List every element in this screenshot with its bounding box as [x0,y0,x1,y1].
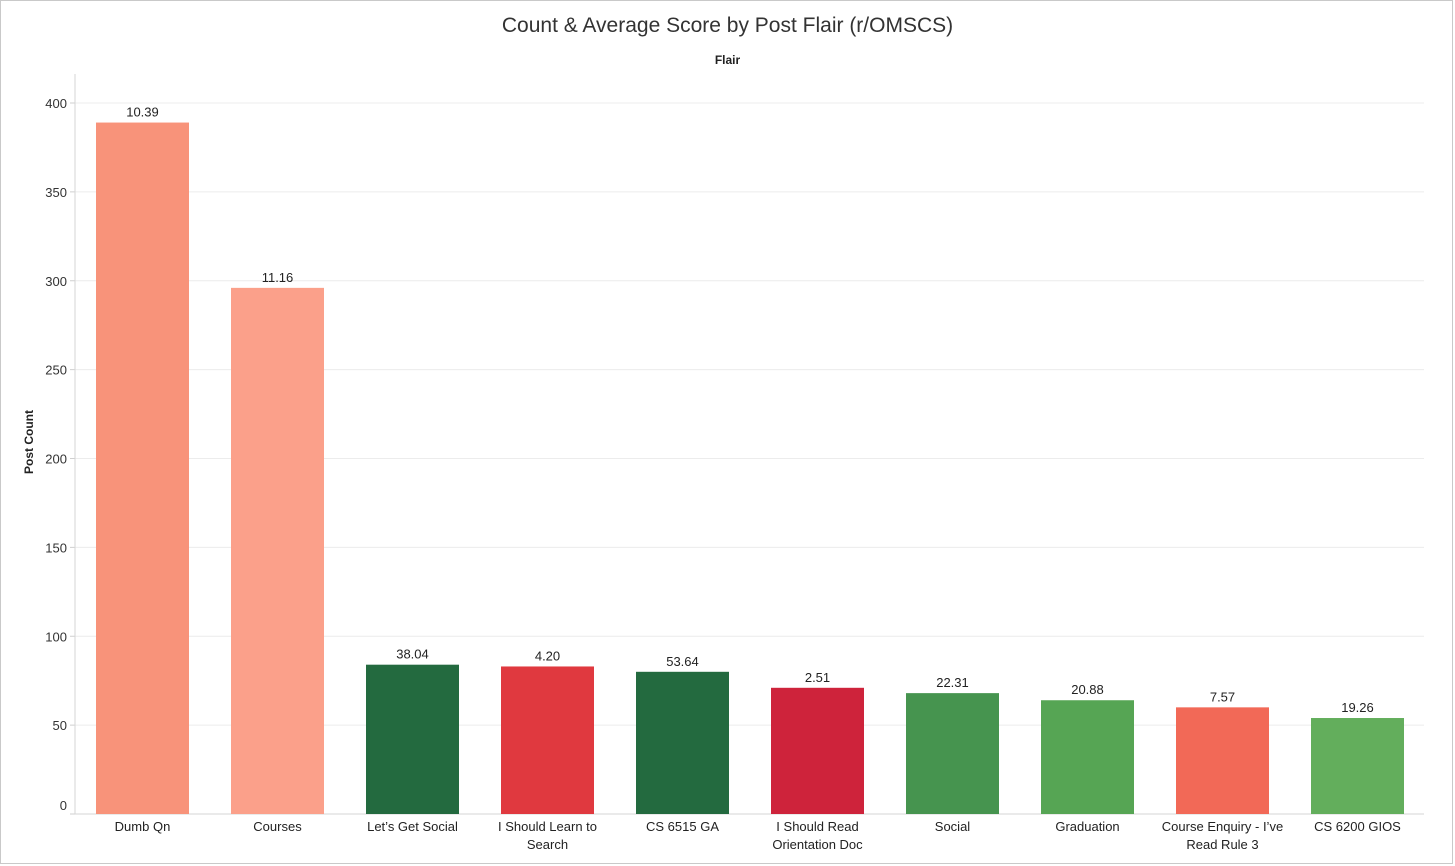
y-tick-label: 400 [45,96,67,111]
x-tick-label: Dumb Qn [115,819,171,834]
bar-data-label: 22.31 [936,675,969,690]
x-tick-label: CS 6200 GIOS [1314,819,1401,834]
bar-data-label: 38.04 [396,647,429,662]
data-labels: 10.39 11.16 38.04 4.20 53.64 2.51 22.31 20.88 7.… [126,105,1374,715]
y-tick-label: 0 [60,798,67,813]
x-tick-label: Courses [253,819,302,834]
bar-data-label: 20.88 [1071,682,1104,697]
y-tick-label: 200 [45,452,67,467]
x-tick-label: Let’s Get Social [367,819,458,834]
y-tick-label: 50 [53,718,67,733]
bar[interactable] [96,122,189,815]
y-tick-label: 350 [45,185,67,200]
x-tick-label: Graduation [1055,819,1119,834]
x-tick-label: I Should Learn to [498,819,597,834]
x-tick-label: Social [935,819,971,834]
bar-data-label: 2.51 [805,670,830,685]
bar[interactable] [366,664,459,814]
chart-title: Count & Average Score by Post Flair (r/O… [501,14,954,37]
bar-data-label: 10.39 [126,105,159,120]
bar-data-label: 7.57 [1210,689,1235,704]
bar-data-label: 4.20 [535,648,560,663]
bar[interactable] [501,666,594,814]
x-tick-label: Read Rule 3 [1186,837,1258,852]
x-tick-label: Course Enquiry - I’ve [1162,819,1283,834]
bar[interactable] [1041,700,1134,814]
bar-data-label: 53.64 [666,654,699,669]
bar[interactable] [906,693,999,814]
x-tick-label: CS 6515 GA [646,819,719,834]
bar[interactable] [231,287,324,814]
y-tick-label: 300 [45,274,67,289]
bar[interactable] [636,671,729,814]
y-tick-label: 150 [45,540,67,555]
column-header: Flair [714,53,741,67]
y-axis-title: Post Count [22,410,36,474]
bar[interactable] [771,687,864,814]
y-tick-label: 100 [45,629,67,644]
x-tick-label: Search [527,837,568,852]
bars [96,122,1404,815]
bar-data-label: 11.16 [262,270,294,285]
x-tick-label: Orientation Doc [772,837,863,852]
y-tick-labels: 0 50 100 150 200 250 300 350 400 [45,96,67,813]
x-tick-label: I Should Read [776,819,858,834]
y-tick-label: 250 [45,363,67,378]
x-tick-labels: Dumb Qn Courses Let’s Get Social I Should L… [115,819,1401,852]
bar[interactable] [1176,707,1269,814]
bar-data-label: 19.26 [1341,700,1374,715]
bar[interactable] [1311,718,1404,814]
